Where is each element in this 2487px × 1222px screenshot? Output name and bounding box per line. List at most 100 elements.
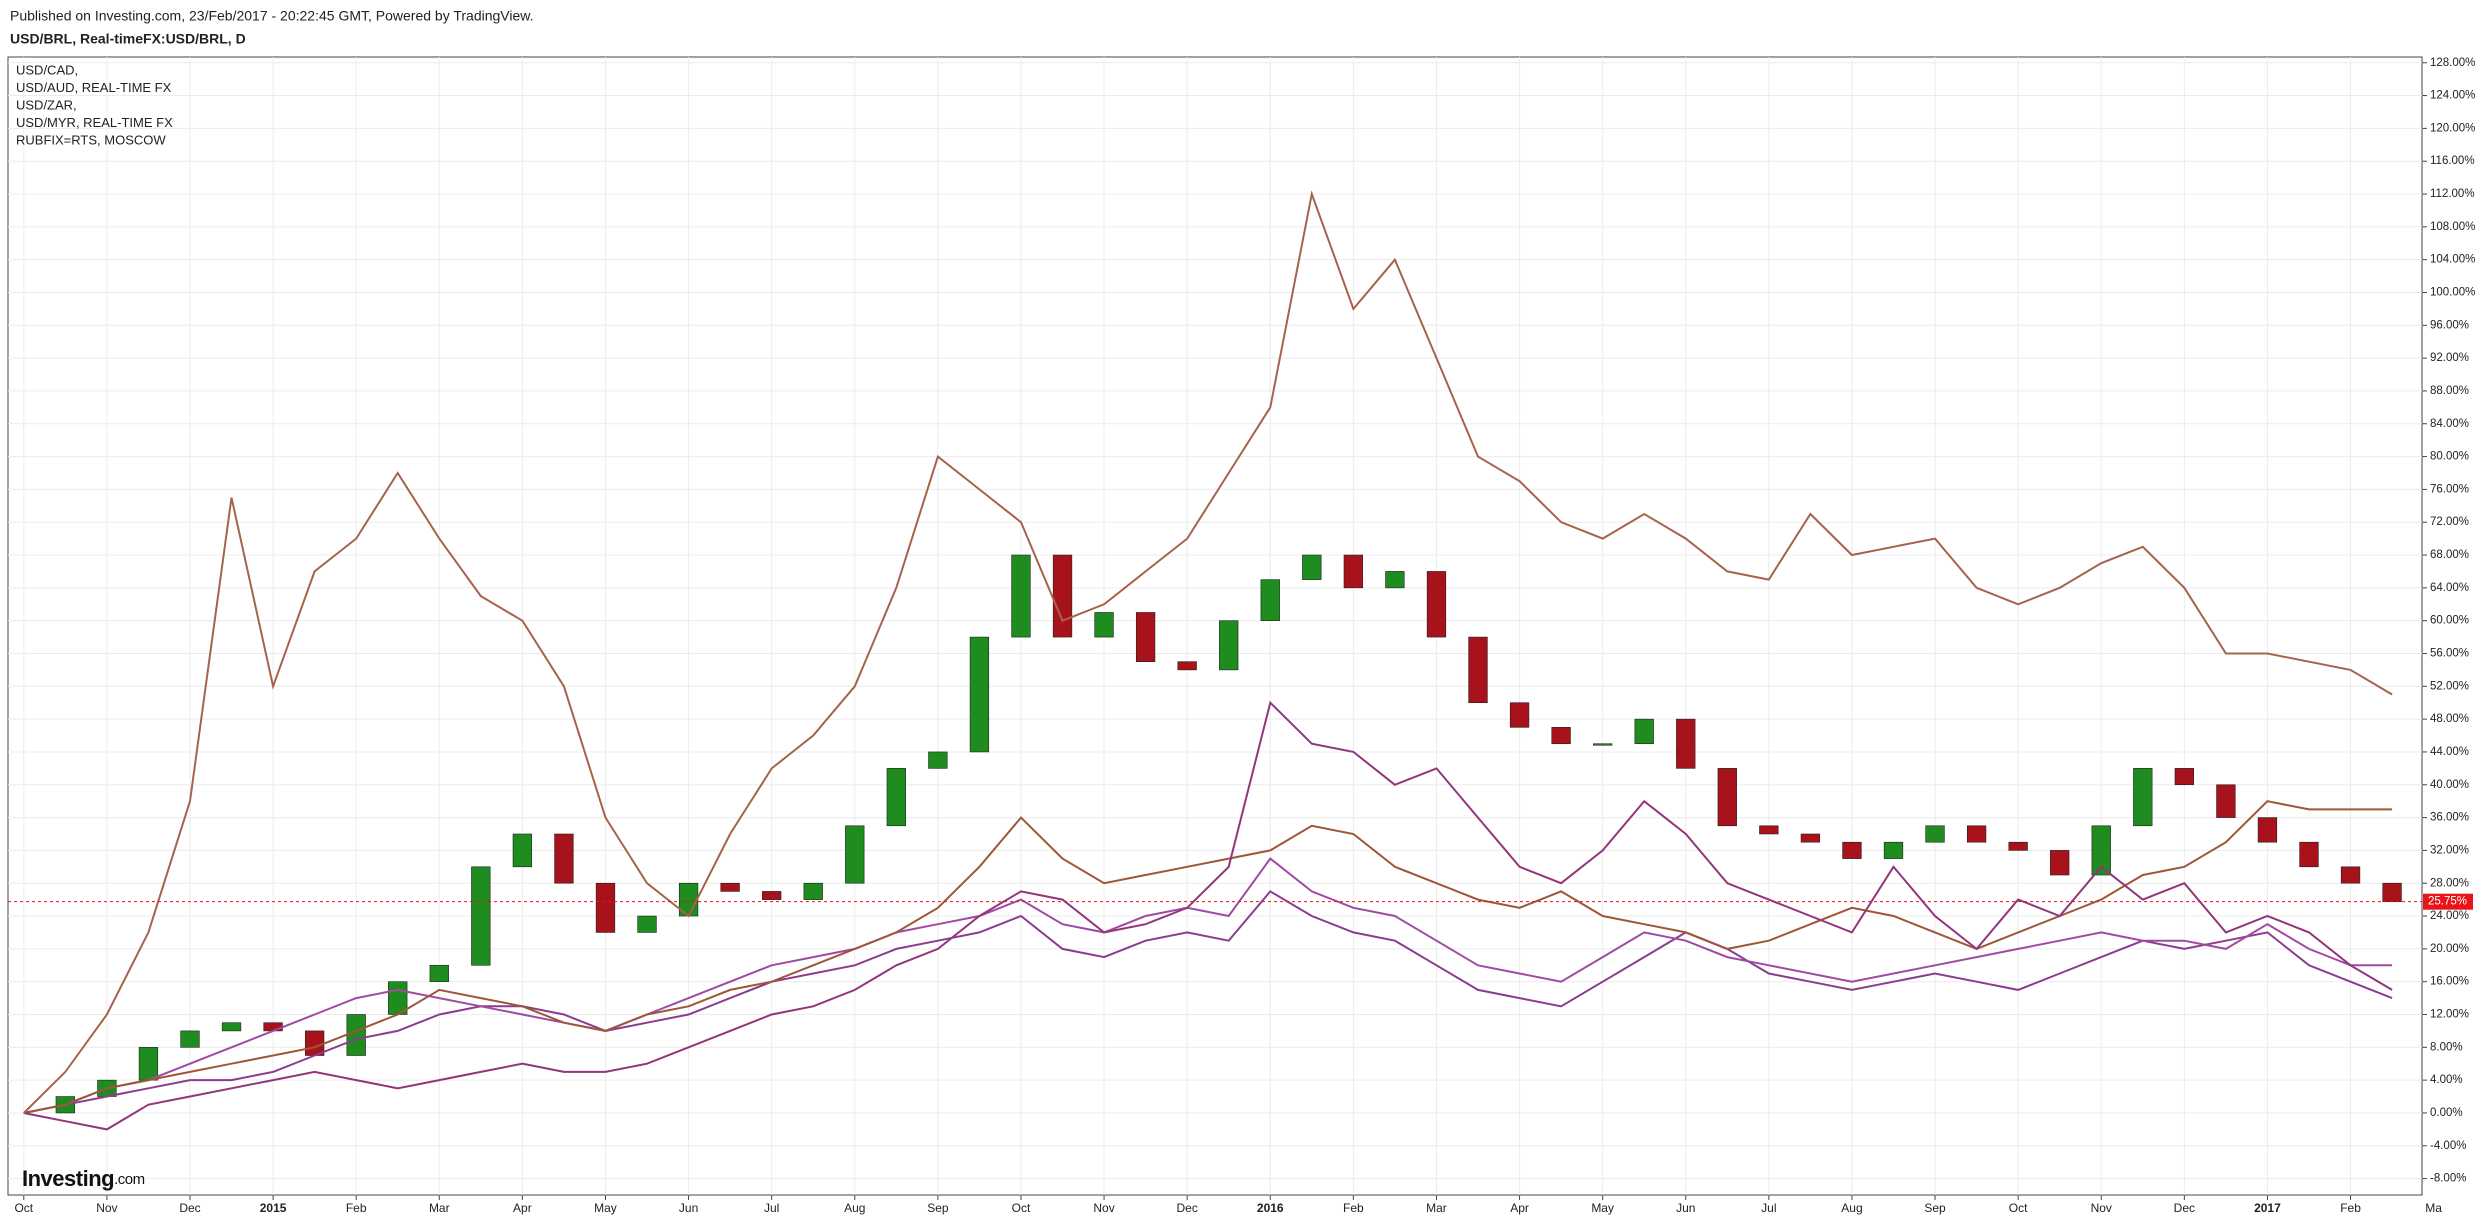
candle-body — [2340, 866, 2361, 884]
y-tick-label: 128.00% — [2430, 57, 2475, 69]
y-tick-label: 64.00% — [2430, 582, 2469, 594]
logo: Investing.com — [22, 1166, 145, 1191]
candle-body — [2008, 841, 2028, 851]
candle-body — [429, 964, 449, 982]
y-tick-label: 52.00% — [2430, 680, 2469, 692]
x-tick-label: Oct — [1012, 1201, 1031, 1215]
candle-body — [1343, 554, 1364, 589]
logo-brand: Investing — [22, 1166, 114, 1191]
candle-body — [1759, 825, 1779, 835]
y-tick-label: 120.00% — [2430, 122, 2475, 134]
candle-body — [1717, 768, 1737, 827]
plot-frame — [7, 56, 2423, 1196]
y-tick-label: 44.00% — [2430, 746, 2469, 758]
candle-body — [1676, 718, 1696, 769]
candle-body — [762, 891, 782, 900]
candle-body — [928, 751, 948, 769]
candle-body — [2133, 768, 2153, 827]
logo-suffix: .com — [114, 1171, 145, 1188]
y-tick-label: 60.00% — [2430, 615, 2469, 627]
series-line — [23, 800, 2393, 1114]
y-tick-label: -4.00% — [2430, 1140, 2466, 1152]
candle-body — [346, 1014, 366, 1056]
x-tick-label: Feb — [1343, 1201, 1364, 1215]
y-tick-label: -8.00% — [2430, 1173, 2466, 1185]
candle-body — [1094, 612, 1114, 638]
x-tick-label: Sep — [1924, 1201, 1946, 1215]
y-tick-label: 108.00% — [2430, 221, 2475, 233]
marks — [8, 190, 2422, 1131]
last-value-label: 25.75% — [2428, 896, 2467, 908]
candle-body — [1052, 554, 1073, 638]
x-tick-label: Ma — [2425, 1201, 2442, 1215]
published-note: Published on Investing.com, 23/Feb/2017 … — [10, 8, 534, 24]
candle-body — [221, 1022, 242, 1032]
legend-entry: USD/CAD, — [16, 62, 78, 77]
x-tick-label: Jun — [1676, 1201, 1695, 1215]
candle-body — [1135, 612, 1156, 662]
candle-body — [180, 1030, 200, 1048]
y-tick-label: 88.00% — [2430, 385, 2469, 397]
candle-body — [1509, 702, 1530, 728]
y-tick-label: 124.00% — [2430, 90, 2475, 102]
legend-entry: USD/ZAR, — [16, 97, 77, 112]
legend-entry: RUBFIX=RTS, MOSCOW — [16, 132, 166, 147]
labels: 128.00% 124.00% 120.00% 116.00% 112.00% 108.0… — [14, 57, 2475, 1215]
y-tick-label: 112.00% — [2430, 188, 2475, 200]
y-tick-label: 104.00% — [2430, 254, 2475, 266]
candle-body — [1966, 825, 1987, 843]
x-tick-label: 2017 — [2254, 1201, 2281, 1215]
candle-body — [1883, 841, 1904, 859]
legend-entry: USD/MYR, REAL-TIME FX — [16, 115, 173, 130]
y-tick-label: 48.00% — [2430, 713, 2469, 725]
y-tick-label: 24.00% — [2430, 910, 2469, 922]
candle-body — [263, 1022, 283, 1032]
y-tick-label: 84.00% — [2430, 418, 2469, 430]
candle-body — [1800, 833, 1821, 843]
y-tick-label: 40.00% — [2430, 779, 2469, 791]
candle-body — [886, 768, 906, 827]
candle-body — [1634, 718, 1654, 745]
y-tick-label: 116.00% — [2430, 155, 2475, 167]
y-tick-label: 28.00% — [2430, 877, 2469, 889]
candle-body — [2050, 850, 2070, 876]
x-tick-label: Jul — [764, 1201, 779, 1215]
legend-entry: USD/AUD, REAL-TIME FX — [16, 80, 172, 95]
y-tick-label: 4.00% — [2430, 1074, 2463, 1086]
y-tick-label: 76.00% — [2430, 483, 2469, 495]
candle-body — [2382, 882, 2402, 902]
x-tick-label: Apr — [513, 1201, 532, 1215]
x-tick-label: Jun — [679, 1201, 698, 1215]
candle-body — [1177, 661, 1197, 671]
candle-body — [845, 825, 865, 884]
series-line — [23, 190, 2393, 1114]
x-tick-label: Aug — [1841, 1201, 1862, 1215]
y-tick-label: 0.00% — [2430, 1107, 2463, 1119]
candle-body — [803, 882, 823, 900]
candle-body — [1842, 841, 1862, 859]
x-tick-label: Feb — [2340, 1201, 2361, 1215]
x-tick-label: Oct — [14, 1201, 33, 1215]
candle-body — [2174, 768, 2194, 786]
candle-body — [1468, 636, 1488, 704]
y-tick-label: 72.00% — [2430, 516, 2469, 528]
candle-body — [1551, 727, 1571, 745]
y-tick-label: 8.00% — [2430, 1041, 2463, 1053]
x-tick-label: Nov — [2091, 1201, 2112, 1215]
y-tick-label: 80.00% — [2430, 451, 2469, 463]
candle-body — [1925, 825, 1945, 843]
x-tick-label: 2015 — [260, 1201, 287, 1215]
x-tick-label: Jul — [1761, 1201, 1776, 1215]
x-tick-label: Sep — [927, 1201, 949, 1215]
x-tick-label: Apr — [1510, 1201, 1529, 1215]
candle-body — [1593, 743, 1613, 746]
y-tick-label: 12.00% — [2430, 1009, 2469, 1021]
candle-body — [2257, 817, 2278, 843]
x-tick-label: 2016 — [1257, 1201, 1284, 1215]
x-tick-label: Aug — [844, 1201, 865, 1215]
candle-body — [1302, 554, 1322, 580]
candle-body — [595, 882, 616, 933]
y-tick-label: 20.00% — [2430, 943, 2469, 955]
y-tick-label: 100.00% — [2430, 287, 2475, 299]
candle-body — [2216, 784, 2236, 818]
